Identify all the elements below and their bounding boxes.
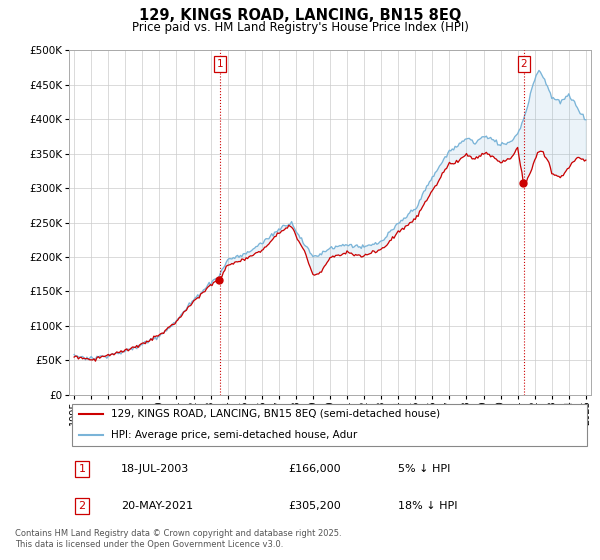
Text: 129, KINGS ROAD, LANCING, BN15 8EQ (semi-detached house): 129, KINGS ROAD, LANCING, BN15 8EQ (semi… <box>111 409 440 418</box>
FancyBboxPatch shape <box>71 404 587 446</box>
Text: Price paid vs. HM Land Registry's House Price Index (HPI): Price paid vs. HM Land Registry's House … <box>131 21 469 34</box>
Text: 5% ↓ HPI: 5% ↓ HPI <box>398 464 450 474</box>
Text: Contains HM Land Registry data © Crown copyright and database right 2025.
This d: Contains HM Land Registry data © Crown c… <box>15 529 341 549</box>
Text: £305,200: £305,200 <box>288 501 341 511</box>
Text: 129, KINGS ROAD, LANCING, BN15 8EQ: 129, KINGS ROAD, LANCING, BN15 8EQ <box>139 8 461 24</box>
Text: HPI: Average price, semi-detached house, Adur: HPI: Average price, semi-detached house,… <box>111 430 357 440</box>
Text: £166,000: £166,000 <box>288 464 341 474</box>
Text: 1: 1 <box>79 464 86 474</box>
Text: 1: 1 <box>217 59 223 69</box>
Text: 20-MAY-2021: 20-MAY-2021 <box>121 501 193 511</box>
Text: 2: 2 <box>79 501 86 511</box>
Text: 2: 2 <box>521 59 527 69</box>
Text: 18% ↓ HPI: 18% ↓ HPI <box>398 501 457 511</box>
Text: 18-JUL-2003: 18-JUL-2003 <box>121 464 190 474</box>
